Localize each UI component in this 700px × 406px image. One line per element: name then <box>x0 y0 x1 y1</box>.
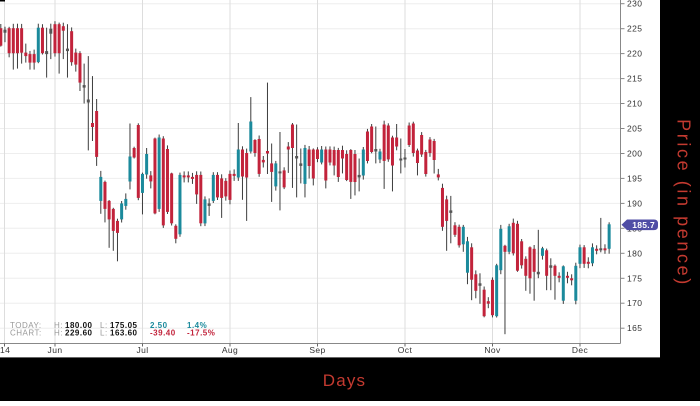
svg-text:14: 14 <box>0 345 10 355</box>
svg-text:Oct: Oct <box>398 345 413 355</box>
svg-text:Aug: Aug <box>222 345 238 355</box>
svg-text:190: 190 <box>627 198 642 208</box>
svg-text:165: 165 <box>627 323 642 333</box>
svg-text:195: 195 <box>627 173 642 183</box>
svg-text:1.4%: 1.4% <box>187 321 207 330</box>
svg-text:175: 175 <box>627 273 642 283</box>
svg-text:H:: H: <box>54 329 63 338</box>
svg-text:175.05: 175.05 <box>110 321 138 330</box>
svg-text:210: 210 <box>627 99 642 109</box>
svg-text:180: 180 <box>627 248 642 258</box>
svg-text:H:: H: <box>54 321 63 330</box>
svg-text:229.60: 229.60 <box>65 329 93 338</box>
svg-text:230: 230 <box>627 0 642 9</box>
svg-text:Sep: Sep <box>309 345 325 355</box>
svg-text:-39.40: -39.40 <box>150 329 176 338</box>
svg-text:220: 220 <box>627 49 642 59</box>
svg-text:TODAY:: TODAY: <box>10 321 42 330</box>
svg-text:200: 200 <box>627 149 642 159</box>
svg-text:-17.5%: -17.5% <box>187 329 215 338</box>
svg-text:163.60: 163.60 <box>110 329 138 338</box>
svg-text:205: 205 <box>627 124 642 134</box>
svg-text:170: 170 <box>627 298 642 308</box>
svg-text:Price (in pence): Price (in pence) <box>674 119 694 287</box>
svg-text:185.7: 185.7 <box>632 220 655 230</box>
svg-text:Jun: Jun <box>48 345 63 355</box>
svg-text:Days: Days <box>323 371 367 390</box>
svg-text:215: 215 <box>627 74 642 84</box>
svg-text:L:: L: <box>100 321 108 330</box>
svg-text:180.00: 180.00 <box>65 321 93 330</box>
svg-text:L:: L: <box>100 329 108 338</box>
svg-text:Dec: Dec <box>572 345 589 355</box>
svg-text:Jul: Jul <box>136 345 148 355</box>
svg-text:CHART:: CHART: <box>10 329 42 338</box>
svg-text:2.50: 2.50 <box>150 321 168 330</box>
svg-text:Nov: Nov <box>484 345 501 355</box>
svg-text:225: 225 <box>627 24 642 34</box>
